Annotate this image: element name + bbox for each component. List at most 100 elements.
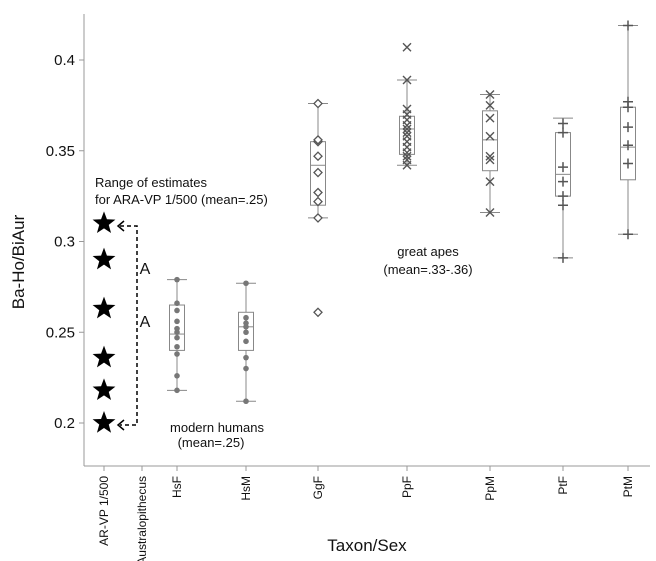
data-point bbox=[243, 314, 249, 321]
range-bracket bbox=[116, 220, 138, 431]
data-points bbox=[174, 20, 633, 405]
data-point bbox=[313, 196, 323, 207]
data-point bbox=[174, 300, 180, 307]
x-axis-ticks: AR-VP 1/500 Australopithecus HsF HsM GgF PpF P… bbox=[97, 466, 635, 561]
x-tick-label: HsM bbox=[239, 476, 253, 501]
x-tick-label: HsF bbox=[170, 476, 184, 498]
data-point bbox=[313, 134, 323, 145]
data-point bbox=[174, 373, 180, 379]
data-point bbox=[243, 398, 249, 405]
y-tick-label: 0.4 bbox=[54, 52, 75, 69]
star-estimate bbox=[92, 378, 116, 401]
data-point bbox=[485, 89, 495, 99]
data-point bbox=[313, 167, 323, 178]
data-point bbox=[174, 343, 180, 350]
x-tick-label: GgF bbox=[311, 476, 325, 499]
letter-a-lower: A bbox=[140, 314, 151, 331]
y-tick-label: 0.25 bbox=[46, 324, 75, 341]
data-point bbox=[558, 191, 568, 202]
points-ptf bbox=[558, 118, 568, 263]
data-point bbox=[623, 96, 633, 107]
box-iqr bbox=[238, 311, 254, 351]
data-point bbox=[243, 329, 249, 336]
data-point bbox=[485, 207, 495, 217]
points-hsm bbox=[243, 280, 249, 405]
data-point bbox=[313, 307, 323, 318]
points-hsf bbox=[174, 276, 180, 394]
x-tick-label: AR-VP 1/500 bbox=[97, 476, 111, 546]
star-estimate bbox=[92, 247, 116, 270]
data-point bbox=[558, 162, 568, 173]
box-iqr bbox=[399, 115, 415, 155]
data-point bbox=[485, 151, 495, 161]
data-point bbox=[402, 131, 412, 141]
data-point bbox=[243, 354, 249, 361]
data-point bbox=[623, 140, 633, 151]
x-tick-label: PtM bbox=[621, 476, 635, 497]
x-axis-title: Taxon/Sex bbox=[327, 536, 407, 555]
data-point bbox=[174, 387, 180, 394]
data-point bbox=[558, 252, 568, 263]
data-point bbox=[402, 124, 412, 134]
fossil-estimates bbox=[92, 211, 116, 433]
star-estimate bbox=[92, 296, 116, 319]
data-point bbox=[558, 176, 568, 187]
points-ptm bbox=[623, 20, 633, 240]
box-iqr bbox=[482, 110, 498, 172]
range-bracket-arrow-lower bbox=[116, 419, 125, 431]
data-point bbox=[485, 131, 495, 141]
data-point bbox=[402, 151, 412, 161]
box-ppm bbox=[480, 93, 500, 213]
x-tick-label: PpM bbox=[483, 476, 497, 501]
points-ppf bbox=[402, 42, 412, 170]
data-point bbox=[313, 98, 323, 109]
data-point bbox=[485, 177, 495, 187]
data-point bbox=[623, 158, 633, 169]
data-point bbox=[558, 127, 568, 138]
data-point bbox=[174, 276, 180, 283]
x-tick-label: PpF bbox=[400, 476, 414, 498]
data-point bbox=[402, 42, 412, 52]
x-tick-label: Australopithecus bbox=[135, 476, 149, 561]
data-point bbox=[243, 338, 249, 345]
data-point bbox=[313, 187, 323, 198]
data-point bbox=[174, 325, 180, 332]
data-point bbox=[402, 128, 412, 138]
star-estimate bbox=[92, 411, 116, 433]
x-tick-label: PtF bbox=[556, 476, 570, 495]
data-point bbox=[623, 122, 633, 133]
y-axis-title: Ba-Ho/BiAur bbox=[9, 214, 28, 309]
box-ptf bbox=[553, 117, 573, 259]
star-estimate bbox=[92, 211, 116, 234]
data-point bbox=[558, 118, 568, 129]
data-point bbox=[174, 307, 180, 314]
data-point bbox=[243, 365, 249, 372]
data-point bbox=[313, 151, 323, 162]
great-apes-label: great apes bbox=[397, 244, 459, 259]
points-ggf bbox=[313, 98, 323, 318]
data-point bbox=[174, 334, 180, 341]
y-tick-label: 0.35 bbox=[46, 143, 75, 160]
axes bbox=[83, 14, 650, 467]
y-axis-ticks: 0.2 0.25 0.3 0.35 0.4 bbox=[46, 52, 84, 432]
data-point bbox=[623, 229, 633, 240]
data-point bbox=[623, 20, 633, 31]
data-point bbox=[485, 113, 495, 123]
data-point bbox=[243, 320, 249, 326]
modern-humans-label: modern humans bbox=[170, 420, 264, 435]
data-point bbox=[558, 200, 568, 211]
box-series bbox=[167, 25, 638, 402]
data-point bbox=[402, 155, 412, 165]
data-point bbox=[402, 75, 412, 85]
fossil-range-title: Range of estimates bbox=[95, 175, 208, 190]
points-ppm bbox=[485, 89, 495, 217]
great-apes-mean: (mean=.33-.36) bbox=[383, 262, 472, 277]
data-point bbox=[174, 351, 180, 357]
range-bracket-line bbox=[120, 225, 138, 426]
data-point bbox=[485, 155, 495, 165]
data-point bbox=[313, 212, 323, 223]
data-point bbox=[402, 104, 412, 114]
fossil-range-subtitle: for ARA-VP 1/500 (mean=.25) bbox=[95, 192, 268, 207]
y-tick-label: 0.3 bbox=[54, 234, 75, 251]
